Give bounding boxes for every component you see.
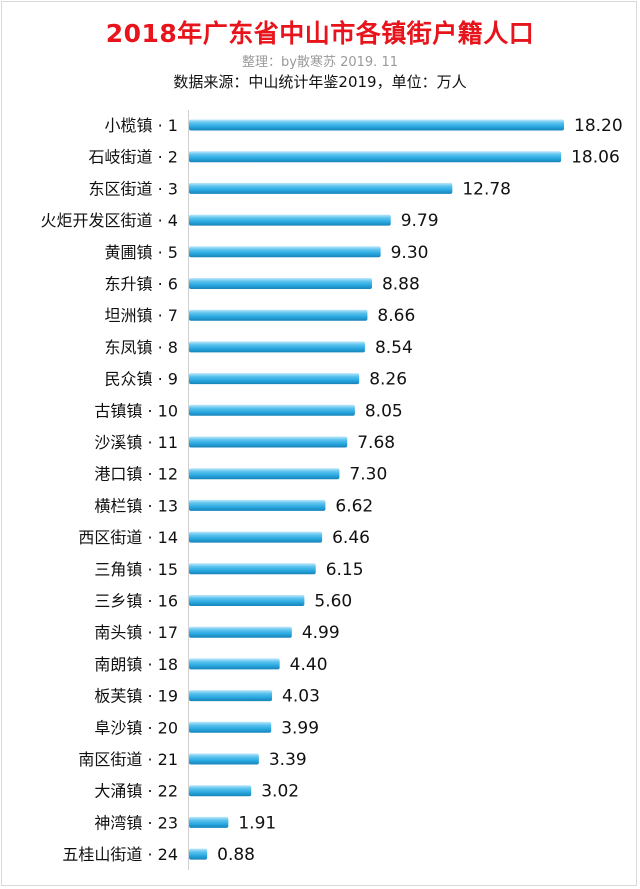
bar [189, 436, 348, 448]
chart-title: 2018年广东省中山市各镇街户籍人口 [105, 19, 535, 48]
category-label: 黄圃镇 · 5 [105, 243, 178, 262]
category-label: 小榄镇 · 1 [105, 116, 178, 135]
bar [189, 658, 280, 670]
bar [189, 214, 391, 226]
value-label: 4.99 [302, 623, 340, 643]
value-label: 8.88 [382, 275, 420, 295]
value-label: 4.40 [290, 655, 328, 675]
bar [189, 119, 564, 131]
bar [189, 182, 453, 194]
bar [189, 278, 372, 289]
bar [189, 499, 326, 511]
category-label: 大涌镇 · 22 [94, 782, 178, 801]
category-label: 南朗镇 · 18 [94, 655, 178, 674]
category-label: 三角镇 · 15 [94, 560, 178, 579]
value-label: 8.05 [365, 401, 403, 421]
value-label: 6.15 [326, 560, 364, 580]
bar [189, 468, 340, 480]
category-label: 沙溪镇 · 11 [94, 433, 178, 452]
bar [189, 563, 316, 575]
category-label: 西区街道 · 14 [78, 528, 178, 547]
value-label: 3.99 [281, 718, 319, 738]
value-label: 18.06 [571, 148, 620, 168]
bar [189, 373, 360, 385]
value-label: 8.26 [369, 370, 407, 390]
bar [189, 595, 305, 606]
category-label: 横栏镇 · 13 [94, 496, 178, 515]
value-label: 8.66 [377, 306, 415, 326]
value-label: 7.30 [349, 465, 387, 485]
category-label: 阜沙镇 · 20 [94, 718, 178, 737]
category-label: 五桂山街道 · 24 [62, 845, 178, 864]
value-label: 6.62 [335, 496, 373, 516]
value-label: 4.03 [282, 687, 320, 707]
category-label: 东升镇 · 6 [105, 275, 178, 294]
chart-subtitle: 整理：by散寒苏 2019. 11 [242, 55, 398, 70]
bar [189, 690, 273, 702]
category-label: 港口镇 · 12 [94, 465, 178, 484]
bar [189, 626, 292, 638]
bar [189, 753, 259, 765]
bar [189, 404, 355, 416]
value-label: 7.68 [357, 433, 395, 453]
value-label: 12.78 [462, 179, 511, 199]
category-label: 火炬开发区街道 · 4 [41, 211, 178, 230]
bar [189, 816, 229, 828]
value-label: 1.91 [238, 813, 276, 833]
category-label: 石岐街道 · 2 [89, 148, 178, 167]
category-label: 古镇镇 · 10 [94, 401, 178, 420]
category-label: 神湾镇 · 23 [94, 813, 178, 832]
bar [189, 341, 365, 353]
value-label: 3.39 [269, 750, 307, 770]
value-label: 9.30 [391, 243, 429, 263]
bar [189, 531, 323, 543]
category-label: 南头镇 · 17 [94, 623, 178, 642]
value-label: 6.46 [332, 528, 370, 548]
bar [189, 721, 272, 733]
bar [189, 309, 368, 321]
category-label: 东区街道 · 3 [89, 179, 178, 198]
value-label: 18.20 [574, 116, 623, 136]
value-label: 8.54 [375, 338, 413, 358]
value-label: 0.88 [217, 845, 255, 865]
value-label: 3.02 [261, 782, 299, 802]
value-label: 9.79 [401, 211, 439, 231]
chart-source-note: 数据来源：中山统计年鉴2019，单位：万人 [173, 73, 467, 91]
bar [189, 246, 381, 258]
category-label: 三乡镇 · 16 [94, 592, 178, 611]
category-label: 民众镇 · 9 [105, 370, 178, 389]
category-label: 东凤镇 · 8 [105, 338, 178, 357]
category-label: 南区街道 · 21 [78, 750, 178, 769]
bar [189, 848, 208, 860]
category-label: 板芙镇 · 19 [94, 687, 178, 706]
category-label: 坦洲镇 · 7 [105, 306, 178, 325]
bar [189, 151, 562, 163]
value-label: 5.60 [314, 592, 352, 612]
bar [189, 785, 252, 797]
